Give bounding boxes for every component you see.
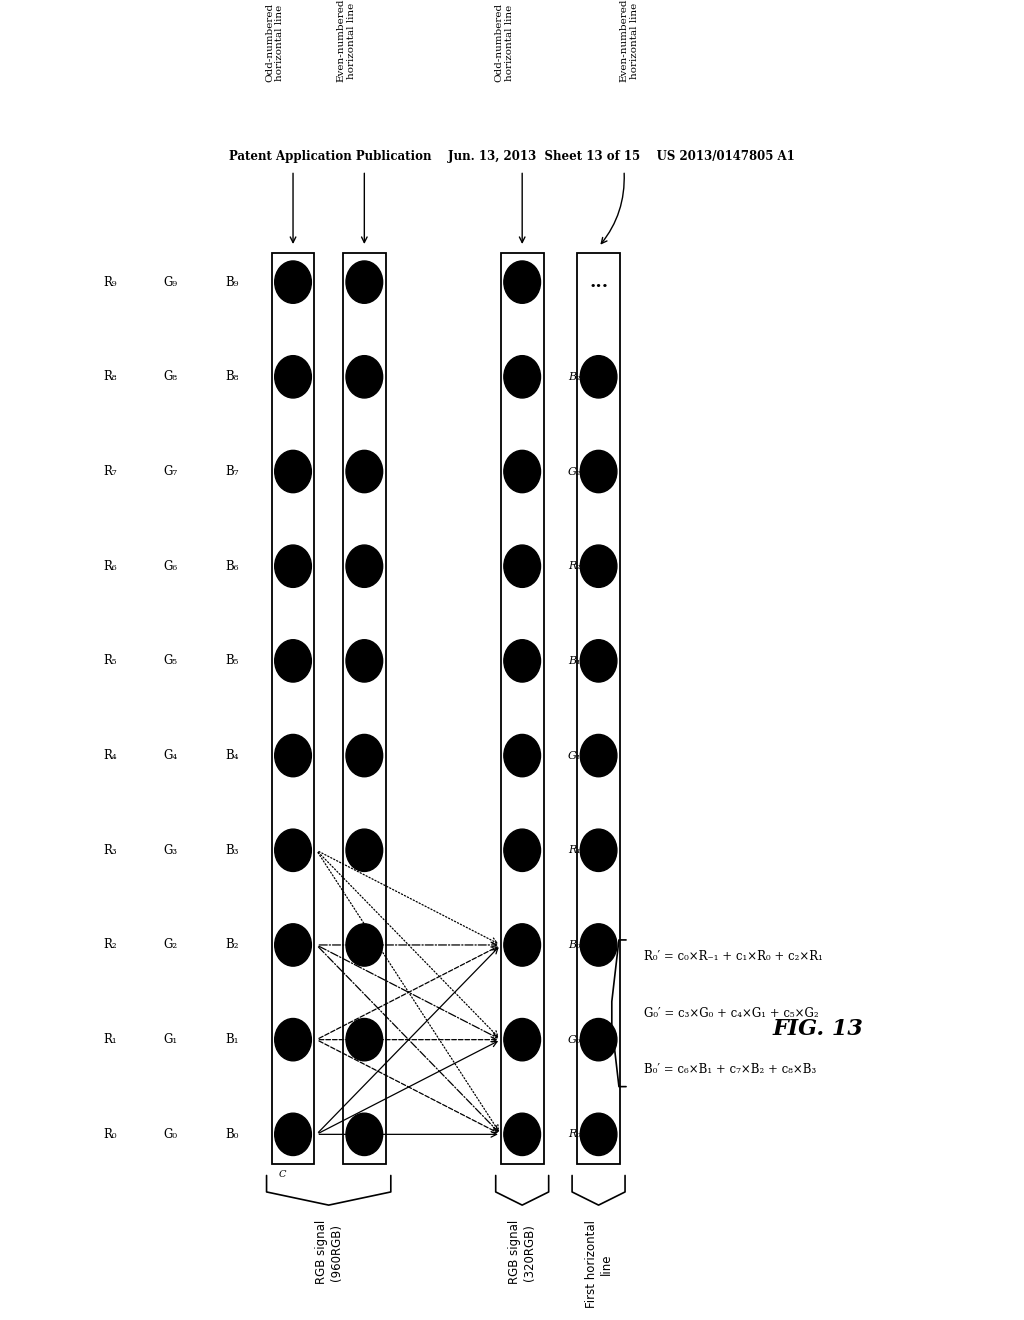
Circle shape <box>346 355 383 397</box>
Circle shape <box>504 1019 541 1061</box>
Circle shape <box>504 261 541 304</box>
Text: B₁′: B₁′ <box>568 656 583 665</box>
Text: B₀: B₀ <box>225 1127 239 1140</box>
Circle shape <box>346 640 383 682</box>
Circle shape <box>274 829 311 871</box>
Circle shape <box>274 261 311 304</box>
Text: R₈: R₈ <box>103 371 117 383</box>
Circle shape <box>274 1019 311 1061</box>
Text: R₆: R₆ <box>102 560 117 573</box>
Circle shape <box>504 545 541 587</box>
Bar <box>271 252 314 1164</box>
Text: C: C <box>280 1170 287 1179</box>
Text: R₂′: R₂′ <box>568 561 584 572</box>
Text: G₀: G₀ <box>164 1127 178 1140</box>
Circle shape <box>581 734 616 776</box>
Circle shape <box>581 1019 616 1061</box>
Text: R₂: R₂ <box>102 939 117 952</box>
Circle shape <box>346 829 383 871</box>
Circle shape <box>346 734 383 776</box>
Text: B₇: B₇ <box>225 465 239 478</box>
Circle shape <box>274 450 311 492</box>
Bar <box>578 252 620 1164</box>
Text: G₂′: G₂′ <box>568 466 584 477</box>
Circle shape <box>346 1019 383 1061</box>
Circle shape <box>346 924 383 966</box>
Circle shape <box>274 640 311 682</box>
Text: G₅: G₅ <box>164 655 178 668</box>
Text: B₈: B₈ <box>225 371 239 383</box>
Text: Even-numbered
horizontal line: Even-numbered horizontal line <box>336 0 355 82</box>
Text: G₆: G₆ <box>164 560 178 573</box>
Text: R₁′: R₁′ <box>568 845 584 855</box>
Circle shape <box>274 545 311 587</box>
Circle shape <box>504 355 541 397</box>
Circle shape <box>346 261 383 304</box>
Text: G₂: G₂ <box>164 939 178 952</box>
Text: G₀′ = c₃×G₀ + c₄×G₁ + c₅×G₂: G₀′ = c₃×G₀ + c₄×G₁ + c₅×G₂ <box>644 1007 819 1020</box>
Text: G₇: G₇ <box>164 465 178 478</box>
Text: ...: ... <box>589 273 608 292</box>
Circle shape <box>346 545 383 587</box>
Text: B₂′: B₂′ <box>568 372 583 381</box>
Circle shape <box>504 640 541 682</box>
Circle shape <box>581 640 616 682</box>
Text: R₀: R₀ <box>103 1127 117 1140</box>
Circle shape <box>346 450 383 492</box>
Text: B₉: B₉ <box>225 276 239 289</box>
Text: G₃: G₃ <box>164 843 178 857</box>
Text: R₁: R₁ <box>102 1034 117 1047</box>
Text: B₃: B₃ <box>225 843 239 857</box>
Text: B₁: B₁ <box>225 1034 239 1047</box>
Circle shape <box>581 829 616 871</box>
Bar <box>343 252 386 1164</box>
Text: G₉: G₉ <box>164 276 178 289</box>
Circle shape <box>581 1113 616 1155</box>
Text: First horizontal
line: First horizontal line <box>585 1220 612 1308</box>
Text: G₁′: G₁′ <box>568 751 584 760</box>
Circle shape <box>581 545 616 587</box>
Text: Odd-numbered
horizontal line: Odd-numbered horizontal line <box>265 3 285 82</box>
Text: Even-numbered
horizontal line: Even-numbered horizontal line <box>620 0 639 82</box>
Circle shape <box>504 1113 541 1155</box>
Text: G₀′: G₀′ <box>568 1035 584 1044</box>
Text: FIG. 13: FIG. 13 <box>772 1018 863 1040</box>
Circle shape <box>581 450 616 492</box>
Text: B₆: B₆ <box>225 560 239 573</box>
Text: RGB signal
(320RGB): RGB signal (320RGB) <box>508 1220 537 1284</box>
Circle shape <box>274 355 311 397</box>
Text: B₀′ = c₆×B₁ + c₇×B₂ + c₈×B₃: B₀′ = c₆×B₁ + c₇×B₂ + c₈×B₃ <box>644 1063 817 1076</box>
Text: R₄: R₄ <box>102 748 117 762</box>
Text: B₅: B₅ <box>225 655 239 668</box>
Text: R₇: R₇ <box>102 465 117 478</box>
Bar <box>501 252 544 1164</box>
Text: R₃: R₃ <box>102 843 117 857</box>
Circle shape <box>346 1113 383 1155</box>
Text: R₉: R₉ <box>103 276 117 289</box>
Text: G₁: G₁ <box>164 1034 178 1047</box>
Text: Patent Application Publication    Jun. 13, 2013  Sheet 13 of 15    US 2013/01478: Patent Application Publication Jun. 13, … <box>229 150 795 162</box>
Text: B₄: B₄ <box>225 748 239 762</box>
Circle shape <box>274 1113 311 1155</box>
Text: G₄: G₄ <box>164 748 178 762</box>
Text: R₀′: R₀′ <box>568 1130 584 1139</box>
Circle shape <box>274 924 311 966</box>
Circle shape <box>504 829 541 871</box>
Circle shape <box>504 450 541 492</box>
Circle shape <box>274 734 311 776</box>
Text: Odd-numbered
horizontal line: Odd-numbered horizontal line <box>495 3 514 82</box>
Text: G₈: G₈ <box>164 371 178 383</box>
Text: RGB signal
(960RGB): RGB signal (960RGB) <box>314 1220 343 1284</box>
Circle shape <box>504 924 541 966</box>
Circle shape <box>504 734 541 776</box>
Circle shape <box>581 355 616 397</box>
Text: B₀′: B₀′ <box>568 940 583 950</box>
Text: R₅: R₅ <box>103 655 117 668</box>
Circle shape <box>581 924 616 966</box>
Text: R₀′ = c₀×R₋₁ + c₁×R₀ + c₂×R₁: R₀′ = c₀×R₋₁ + c₁×R₀ + c₂×R₁ <box>644 950 823 964</box>
Text: B₂: B₂ <box>225 939 239 952</box>
